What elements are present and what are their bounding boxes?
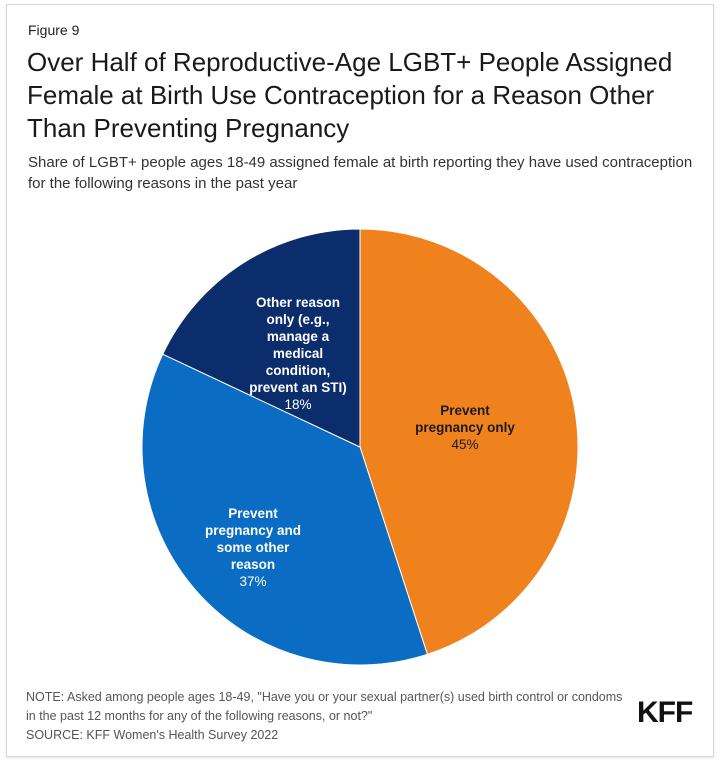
chart-notes: NOTE: Asked among people ages 18-49, "Ha… (26, 688, 626, 745)
pie-slice-0 (359, 228, 579, 655)
figure-label: Figure 9 (28, 22, 80, 38)
chart-subtitle: Share of LGBT+ people ages 18-49 assigne… (28, 154, 693, 192)
slice-value-label: 18% (284, 397, 312, 412)
slice-label-prevent-and-other: Prevent pregnancy and some other reason … (178, 505, 328, 590)
pie-slice-1 (141, 353, 428, 666)
slice-label-prevent-only: Prevent pregnancy only 45% (395, 402, 535, 453)
slice-label-text: Prevent pregnancy only (415, 403, 515, 435)
slice-value-label: 37% (239, 574, 267, 589)
source-text: SOURCE: KFF Women's Health Survey 2022 (26, 728, 279, 742)
pie-slice-2 (162, 228, 361, 448)
kff-logo: KFF (637, 696, 693, 729)
note-text: NOTE: Asked among people ages 18-49, "Ha… (26, 690, 623, 723)
chart-title: Over Half of Reproductive-Age LGBT+ Peop… (27, 47, 673, 143)
slice-label-text: Prevent pregnancy and some other reason (204, 506, 302, 572)
slice-value-label: 45% (451, 437, 479, 452)
slice-label-text: Other reason only (e.g., manage a medica… (249, 295, 347, 395)
slice-label-other-only: Other reason only (e.g., manage a medica… (242, 294, 354, 413)
